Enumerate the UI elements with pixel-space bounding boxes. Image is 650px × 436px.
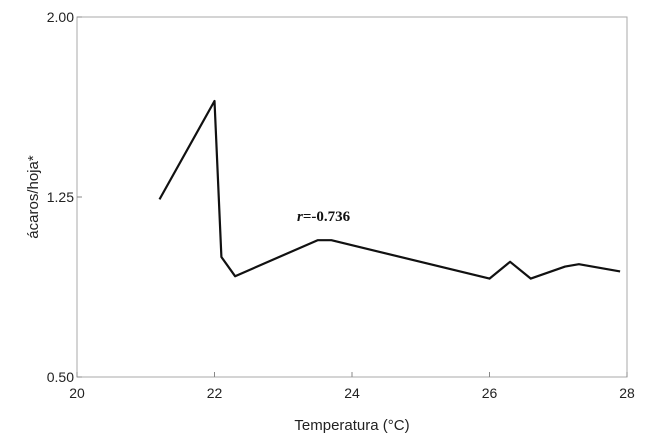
y-tick-label: 2.00 xyxy=(47,9,74,25)
x-tick-label: 22 xyxy=(207,385,223,401)
annotation-r-value: =-0.736 xyxy=(303,209,351,225)
x-tick-label: 28 xyxy=(619,385,635,401)
series-line xyxy=(158,99,621,280)
x-tick-label: 24 xyxy=(344,385,360,401)
plot-frame xyxy=(76,16,628,378)
x-tick-label: 20 xyxy=(69,385,85,401)
x-axis-label: Temperatura (°C) xyxy=(294,417,409,434)
ticks-layer: 20 22 24 26 28 0.50 1.25 2.00 xyxy=(47,9,635,401)
y-axis-label: ácaros/hoja* xyxy=(25,155,42,239)
x-tick-label: 26 xyxy=(482,385,498,401)
annotation-r-symbol: r xyxy=(297,209,303,225)
annotation-correlation: r=-0.736 xyxy=(297,209,351,225)
y-tick-label: 1.25 xyxy=(47,189,74,205)
y-tick-label: 0.50 xyxy=(47,369,74,385)
